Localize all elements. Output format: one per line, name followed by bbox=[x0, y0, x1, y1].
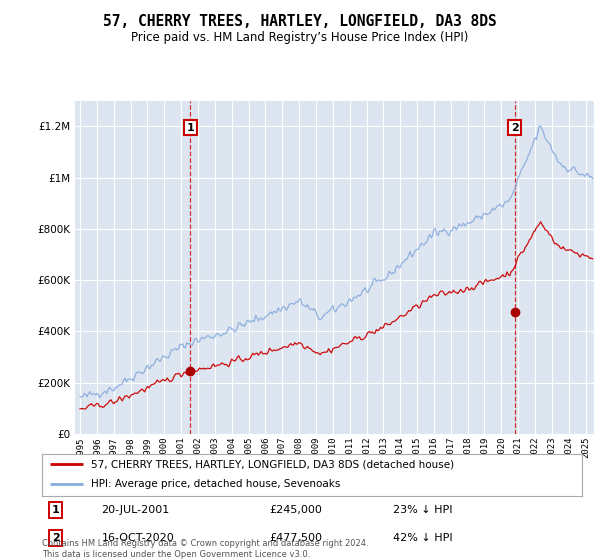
Text: 42% ↓ HPI: 42% ↓ HPI bbox=[393, 533, 452, 543]
Text: 2: 2 bbox=[511, 123, 518, 133]
Text: HPI: Average price, detached house, Sevenoaks: HPI: Average price, detached house, Seve… bbox=[91, 479, 340, 489]
Text: 57, CHERRY TREES, HARTLEY, LONGFIELD, DA3 8DS (detached house): 57, CHERRY TREES, HARTLEY, LONGFIELD, DA… bbox=[91, 459, 454, 469]
Text: £245,000: £245,000 bbox=[269, 505, 322, 515]
Text: 16-OCT-2020: 16-OCT-2020 bbox=[101, 533, 174, 543]
Text: 23% ↓ HPI: 23% ↓ HPI bbox=[393, 505, 452, 515]
Text: Contains HM Land Registry data © Crown copyright and database right 2024.
This d: Contains HM Land Registry data © Crown c… bbox=[42, 539, 368, 559]
Text: 57, CHERRY TREES, HARTLEY, LONGFIELD, DA3 8DS: 57, CHERRY TREES, HARTLEY, LONGFIELD, DA… bbox=[103, 14, 497, 29]
Text: 2: 2 bbox=[52, 533, 59, 543]
Text: Price paid vs. HM Land Registry’s House Price Index (HPI): Price paid vs. HM Land Registry’s House … bbox=[131, 31, 469, 44]
Text: £477,500: £477,500 bbox=[269, 533, 322, 543]
Text: 20-JUL-2001: 20-JUL-2001 bbox=[101, 505, 170, 515]
Text: 1: 1 bbox=[52, 505, 59, 515]
Text: 1: 1 bbox=[187, 123, 194, 133]
